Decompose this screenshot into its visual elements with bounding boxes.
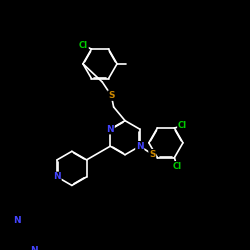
Text: Cl: Cl (172, 162, 181, 171)
Text: Cl: Cl (79, 41, 88, 50)
Text: Cl: Cl (178, 121, 187, 130)
Text: N: N (13, 216, 21, 225)
Text: N: N (30, 246, 38, 250)
Text: N: N (106, 125, 114, 134)
Text: N: N (136, 142, 143, 151)
Text: N: N (53, 172, 61, 182)
Text: S: S (108, 91, 114, 100)
Text: S: S (149, 150, 156, 159)
